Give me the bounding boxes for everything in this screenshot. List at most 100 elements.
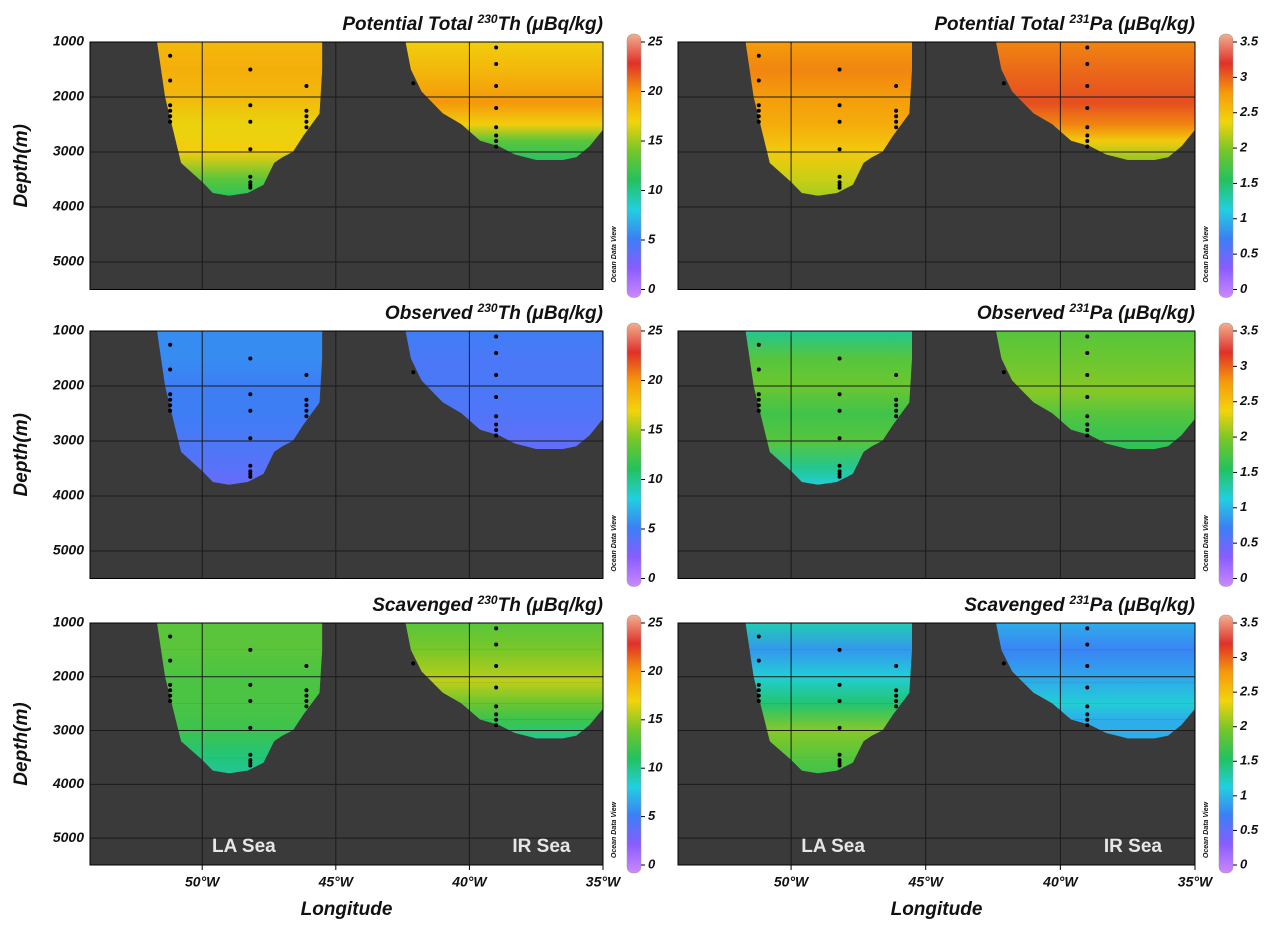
sample-point [1085,45,1090,50]
sample-point [1085,642,1090,647]
colorbar-tick-label: 3.5 [1240,614,1259,629]
field-band [745,623,913,650]
sample-point [756,693,761,698]
sample-point [304,373,309,377]
y-tick-label: 4000 [52,198,84,214]
colorbar-tick-label: 10 [648,760,663,775]
sample-point [494,395,499,399]
sample-point [168,682,173,687]
watermark: Ocean Data View [1203,515,1210,572]
sample-point [304,693,309,698]
field-band [745,97,913,125]
chart-title: Scavenged 230Th (μBq/kg) [372,593,603,616]
chart-title: Scavenged 231Pa (μBq/kg) [964,593,1195,616]
field-band [405,42,603,70]
colorbar-tick-label: 3 [1240,649,1248,664]
y-tick-label: 1000 [53,614,84,630]
sample-point [494,62,499,66]
colorbar-tick-label: 10 [648,182,663,197]
sample-point [168,408,173,413]
sample-point [837,180,842,185]
sample-point [494,144,499,149]
sample-point [837,463,842,468]
field-band [156,97,323,125]
colorbar-tick-label: 15 [648,421,663,436]
sample-point [248,474,253,479]
sample-point [248,436,253,441]
field-band [745,703,913,731]
sample-point [1085,125,1090,130]
colorbar-tick-label: 5 [648,520,656,535]
x-tick-label: 35°W [1178,874,1214,890]
sample-point [894,119,899,124]
y-axis-title: Depth(m) [11,702,32,785]
colorbar [1218,322,1234,587]
colorbar-tick-label: 3 [1240,69,1248,84]
sample-point [894,397,899,402]
sample-point [894,704,899,709]
sample-point [304,84,309,88]
sample-point [1001,81,1006,86]
sample-point [168,688,173,693]
y-tick-label: 5000 [53,542,84,558]
sample-point [1085,664,1090,669]
colorbar-tick-label: 3.5 [1240,33,1259,48]
colorbar-tick-label: 5 [648,808,656,823]
title-text: Scavenged [372,595,473,616]
sample-point [1085,373,1090,377]
sample-point [837,698,842,703]
colorbar-tick-label: 15 [648,711,663,726]
sample-point [494,723,499,728]
watermark: Ocean Data View [611,226,618,283]
sample-point [894,688,899,693]
colorbar-tick-label: 20 [647,663,663,678]
title-sup: 230 [477,593,498,607]
watermark: Ocean Data View [1203,226,1210,283]
sample-point [494,139,499,143]
basin-outline [745,622,913,774]
sample-point [837,356,842,361]
sample-point [837,183,842,187]
sample-point [894,373,899,377]
sample-point [168,693,173,698]
sample-point [837,185,842,190]
field-band [745,676,913,704]
title-sup: 231 [1069,301,1090,315]
title-sup: 231 [1069,593,1090,607]
sample-point [894,125,899,130]
sample-point [1085,685,1090,690]
colorbar [1218,614,1234,874]
sample-point [1085,428,1090,432]
sample-point [1085,334,1090,339]
field-band [156,703,323,731]
sample-point [756,698,761,703]
sample-point [494,373,499,377]
sample-point [304,688,309,693]
colorbar-tick-label: 1.5 [1240,753,1259,768]
sample-point [1085,144,1090,149]
title-rest: Th (μBq/kg) [498,14,603,35]
sample-point [494,125,499,130]
sample-point [248,472,253,476]
basin-label: IR Sea [512,836,571,857]
title-text: Observed [385,303,473,324]
basin-outline [156,622,323,774]
sample-point [756,53,761,58]
field-band [995,331,1195,359]
basin-outline [404,330,604,450]
y-axis-title: Depth(m) [11,413,32,496]
title-rest: Th (μBq/kg) [498,595,603,616]
x-tick-label: 45°W [908,874,945,890]
sample-point [304,408,309,413]
sample-point [494,414,499,419]
sample-point [837,436,842,441]
title-text: Potential Total [934,14,1065,35]
basin-outline [745,41,913,197]
sample-point [304,414,309,419]
field-band [405,623,603,650]
sample-point [1085,717,1090,722]
y-tick-label: 3000 [53,143,84,159]
field-band [745,649,913,677]
y-tick-label: 5000 [53,829,84,845]
sample-point [894,414,899,419]
